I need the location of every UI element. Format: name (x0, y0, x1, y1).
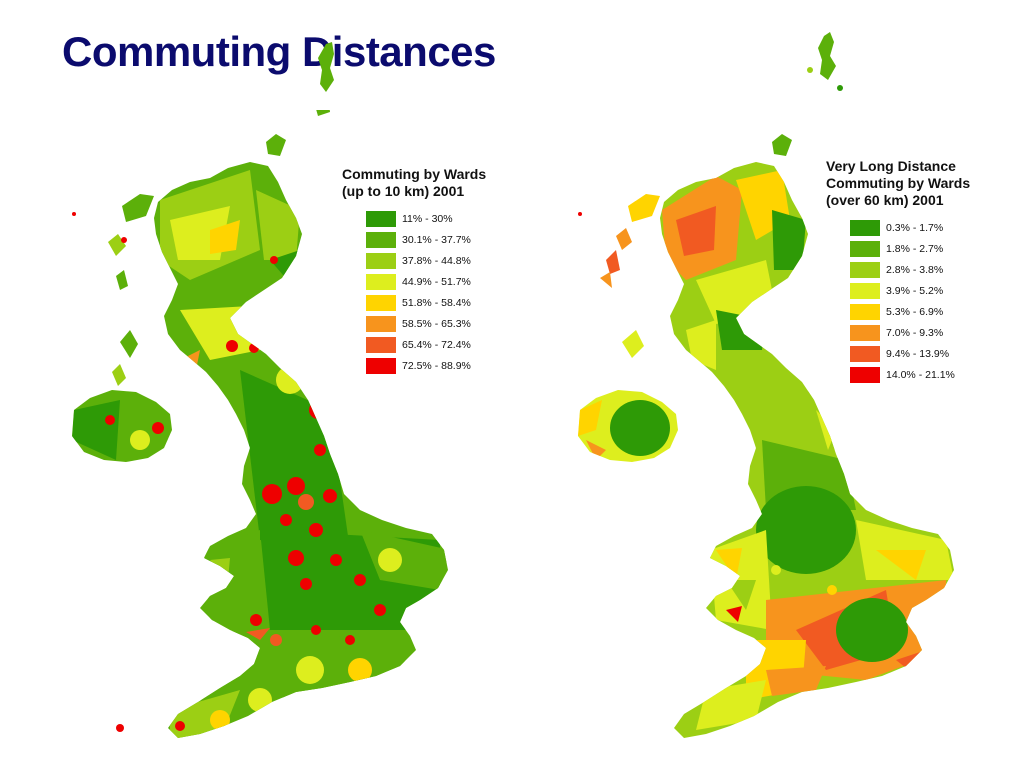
legend-row: 9.4% - 13.9% (850, 343, 970, 364)
legend-label: 30.1% - 37.7% (402, 233, 471, 246)
legend-swatch (850, 366, 880, 383)
legend-label: 2.8% - 3.8% (886, 263, 944, 276)
legend-title-line: Commuting by Wards (342, 166, 487, 182)
legend-row: 44.9% - 51.7% (366, 271, 486, 292)
legend-items: 11% - 30% 30.1% - 37.7% 37.8% - 44.8% 44… (366, 208, 486, 376)
legend-row: 14.0% - 21.1% (850, 364, 970, 385)
legend-swatch (366, 294, 396, 311)
legend-label: 1.8% - 2.7% (886, 242, 944, 255)
legend-row: 37.8% - 44.8% (366, 250, 486, 271)
northern-isles (807, 32, 843, 91)
northern-isles-left (318, 42, 334, 92)
legend-title-line: (up to 10 km) 2001 (342, 183, 465, 199)
legend-long: Very Long Distance Commuting by Wards (o… (826, 158, 970, 385)
legend-row: 5.3% - 6.9% (850, 301, 970, 322)
legend-title: Very Long Distance Commuting by Wards (o… (826, 158, 970, 209)
legend-row: 0.3% - 1.7% (850, 217, 970, 238)
legend-title-line: Commuting by Wards (826, 175, 971, 191)
legend-swatch (366, 273, 396, 290)
legend-row: 3.9% - 5.2% (850, 280, 970, 301)
legend-row: 65.4% - 72.4% (366, 334, 486, 355)
legend-row: 11% - 30% (366, 208, 486, 229)
legend-label: 7.0% - 9.3% (886, 326, 944, 339)
legend-swatch (366, 357, 396, 374)
legend-swatch (366, 252, 396, 269)
legend-label: 58.5% - 65.3% (402, 317, 471, 330)
legend-label: 11% - 30% (402, 212, 453, 225)
legend-items: 0.3% - 1.7% 1.8% - 2.7% 2.8% - 3.8% 3.9%… (850, 217, 970, 385)
uk-map-long-commuting (578, 134, 954, 738)
legend-row: 1.8% - 2.7% (850, 238, 970, 259)
legend-label: 51.8% - 58.4% (402, 296, 471, 309)
legend-short: Commuting by Wards (up to 10 km) 2001 11… (342, 166, 486, 376)
uk-map-short-commuting (72, 110, 448, 738)
legend-label: 3.9% - 5.2% (886, 284, 944, 297)
legend-row: 58.5% - 65.3% (366, 313, 486, 334)
legend-label: 65.4% - 72.4% (402, 338, 471, 351)
legend-row: 72.5% - 88.9% (366, 355, 486, 376)
legend-swatch (850, 219, 880, 236)
legend-label: 0.3% - 1.7% (886, 221, 944, 234)
legend-row: 30.1% - 37.7% (366, 229, 486, 250)
legend-swatch (850, 282, 880, 299)
legend-swatch (366, 210, 396, 227)
legend-row: 51.8% - 58.4% (366, 292, 486, 313)
slide-title: Commuting Distances (62, 28, 496, 75)
legend-row: 7.0% - 9.3% (850, 322, 970, 343)
legend-label: 5.3% - 6.9% (886, 305, 944, 318)
legend-label: 37.8% - 44.8% (402, 254, 471, 267)
legend-swatch (850, 345, 880, 362)
legend-row: 2.8% - 3.8% (850, 259, 970, 280)
legend-swatch (366, 231, 396, 248)
legend-title: Commuting by Wards (up to 10 km) 2001 (342, 166, 486, 200)
legend-label: 44.9% - 51.7% (402, 275, 471, 288)
legend-swatch (850, 240, 880, 257)
legend-swatch (366, 315, 396, 332)
legend-swatch (850, 324, 880, 341)
legend-swatch (850, 261, 880, 278)
legend-label: 72.5% - 88.9% (402, 359, 471, 372)
legend-swatch (850, 303, 880, 320)
legend-title-line: (over 60 km) 2001 (826, 192, 944, 208)
legend-title-line: Very Long Distance (826, 158, 956, 174)
legend-label: 14.0% - 21.1% (886, 368, 955, 381)
legend-label: 9.4% - 13.9% (886, 347, 950, 360)
legend-swatch (366, 336, 396, 353)
